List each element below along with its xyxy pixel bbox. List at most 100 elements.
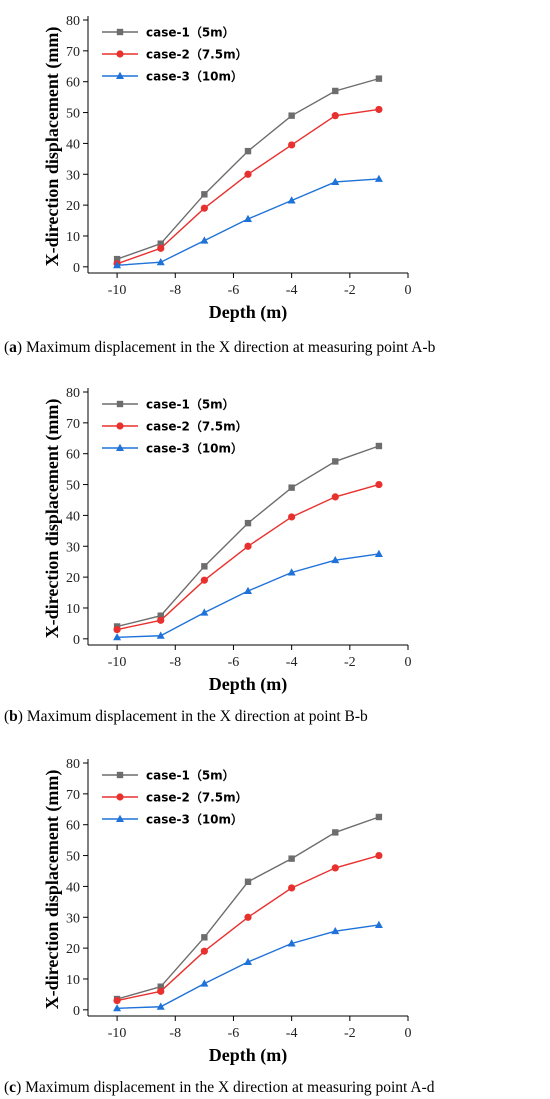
data-point: [157, 616, 165, 624]
data-point: [287, 939, 296, 947]
series-3: [113, 174, 383, 269]
y-tick-label: 0: [73, 1004, 80, 1019]
chart-panel-a: 0 10 20 30 40 50 60 70 80 -10 -8 -6 -4 -2 0 Depth (m) X-…: [4, 14, 436, 356]
data-point: [113, 261, 122, 269]
data-point: [157, 987, 165, 995]
data-point: [201, 934, 208, 941]
x-tick-label: -8: [169, 283, 181, 298]
data-point: [200, 979, 209, 987]
chart-panel-c: 0 10 20 30 40 50 60 70 80 -10 -8 -6 -4 -2 0 Depth (m) X-…: [4, 757, 435, 1096]
x-tick-label: -10: [108, 1026, 127, 1041]
data-point: [244, 170, 252, 178]
data-point: [331, 555, 340, 564]
y-tick-label: 10: [66, 230, 80, 245]
panel-label: b: [9, 708, 18, 725]
x-tick-label: -10: [108, 283, 127, 298]
x-tick-label: -4: [286, 655, 298, 670]
data-point: [288, 855, 295, 862]
panel-label: c: [9, 1079, 16, 1096]
data-point: [244, 214, 252, 223]
x-tick-label: -6: [228, 655, 240, 670]
data-point: [113, 996, 121, 1005]
y-tick-label: 20: [66, 571, 80, 586]
y-tick-label: 10: [66, 973, 80, 988]
data-point: [375, 851, 383, 860]
y-tick-label: 0: [73, 633, 80, 648]
data-point: [374, 920, 383, 928]
x-tick-label: -6: [228, 1026, 240, 1041]
legend: case-1（5m） case-2（7.5m） case-3（10m）: [102, 397, 248, 456]
x-axis-title: Depth (m): [209, 674, 288, 695]
y-axis-title: X-direction displacement (mm): [42, 27, 63, 267]
data-point: [332, 458, 339, 465]
panel-caption: (c) Maximum displacement in the X direct…: [4, 1079, 435, 1096]
data-point: [244, 586, 252, 595]
y-tick-label: 60: [66, 448, 80, 463]
data-point: [374, 549, 383, 557]
y-axis-title: X-direction displacement (mm): [42, 399, 63, 639]
data-point: [244, 957, 252, 966]
data-point: [157, 983, 164, 990]
y-tick-label: 10: [66, 602, 80, 617]
data-point: [244, 147, 252, 155]
data-point: [201, 563, 208, 570]
panel-caption: (b) Maximum displacement in the X direct…: [4, 708, 368, 725]
y-axis-title: X-direction displacement (mm): [42, 770, 63, 1010]
legend-marker: [116, 422, 124, 430]
data-point: [288, 484, 295, 491]
data-point: [157, 612, 164, 619]
chart-panel-b: 0 10 20 30 40 50 60 70 80 -10 -8 -6 -4 -2 0 Depth (m) X-…: [4, 386, 412, 725]
series-line: [117, 178, 379, 266]
data-point: [288, 141, 296, 149]
data-point: [244, 542, 252, 550]
y-tick-label: 20: [66, 942, 80, 957]
data-point: [200, 236, 209, 244]
legend-marker: [116, 814, 124, 822]
data-point: [113, 255, 121, 263]
data-point: [331, 493, 339, 501]
data-point: [331, 864, 339, 872]
data-point: [113, 1004, 122, 1012]
y-tick-label: 80: [66, 386, 80, 401]
legend-label: case-1（5m）: [146, 25, 235, 40]
data-point: [201, 191, 208, 198]
data-point: [157, 244, 165, 252]
data-point: [331, 112, 339, 120]
series-3: [113, 920, 383, 1012]
x-tick-label: -2: [344, 1026, 356, 1041]
series-line: [116, 108, 380, 265]
series-1: [113, 442, 383, 630]
panel-label: a: [9, 339, 17, 356]
x-tick-label: -2: [344, 655, 356, 670]
data-point: [200, 947, 208, 955]
y-tick-label: 0: [73, 261, 80, 276]
y-tick-label: 50: [66, 107, 80, 122]
data-point: [244, 878, 252, 885]
legend-marker: [116, 400, 124, 408]
series-line: [116, 854, 380, 1002]
panel-caption-text: Maximum displacement in the X direction …: [21, 1079, 434, 1096]
data-point: [288, 112, 295, 119]
data-point: [244, 519, 252, 527]
series-line: [116, 77, 380, 260]
data-point: [200, 608, 209, 616]
series-line: [117, 924, 380, 1009]
legend-marker: [116, 50, 124, 58]
panel-caption-text: Maximum displacement in the X direction …: [22, 339, 435, 356]
y-tick-label: 30: [66, 540, 80, 555]
x-tick-label: -8: [169, 655, 181, 670]
legend: case-1（5m） case-2（7.5m） case-3（10m）: [102, 25, 248, 84]
series-line: [116, 483, 380, 631]
data-point: [156, 631, 165, 639]
data-point: [375, 442, 383, 450]
y-tick-label: 40: [66, 509, 80, 524]
y-tick-label: 60: [66, 819, 80, 834]
legend-marker: [116, 443, 124, 451]
series-line: [116, 445, 380, 628]
x-axis-title: Depth (m): [209, 302, 288, 323]
data-point: [375, 75, 383, 82]
y-tick-label: 80: [66, 757, 80, 772]
y-tick-label: 20: [66, 199, 80, 214]
y-tick-label: 60: [66, 76, 80, 91]
